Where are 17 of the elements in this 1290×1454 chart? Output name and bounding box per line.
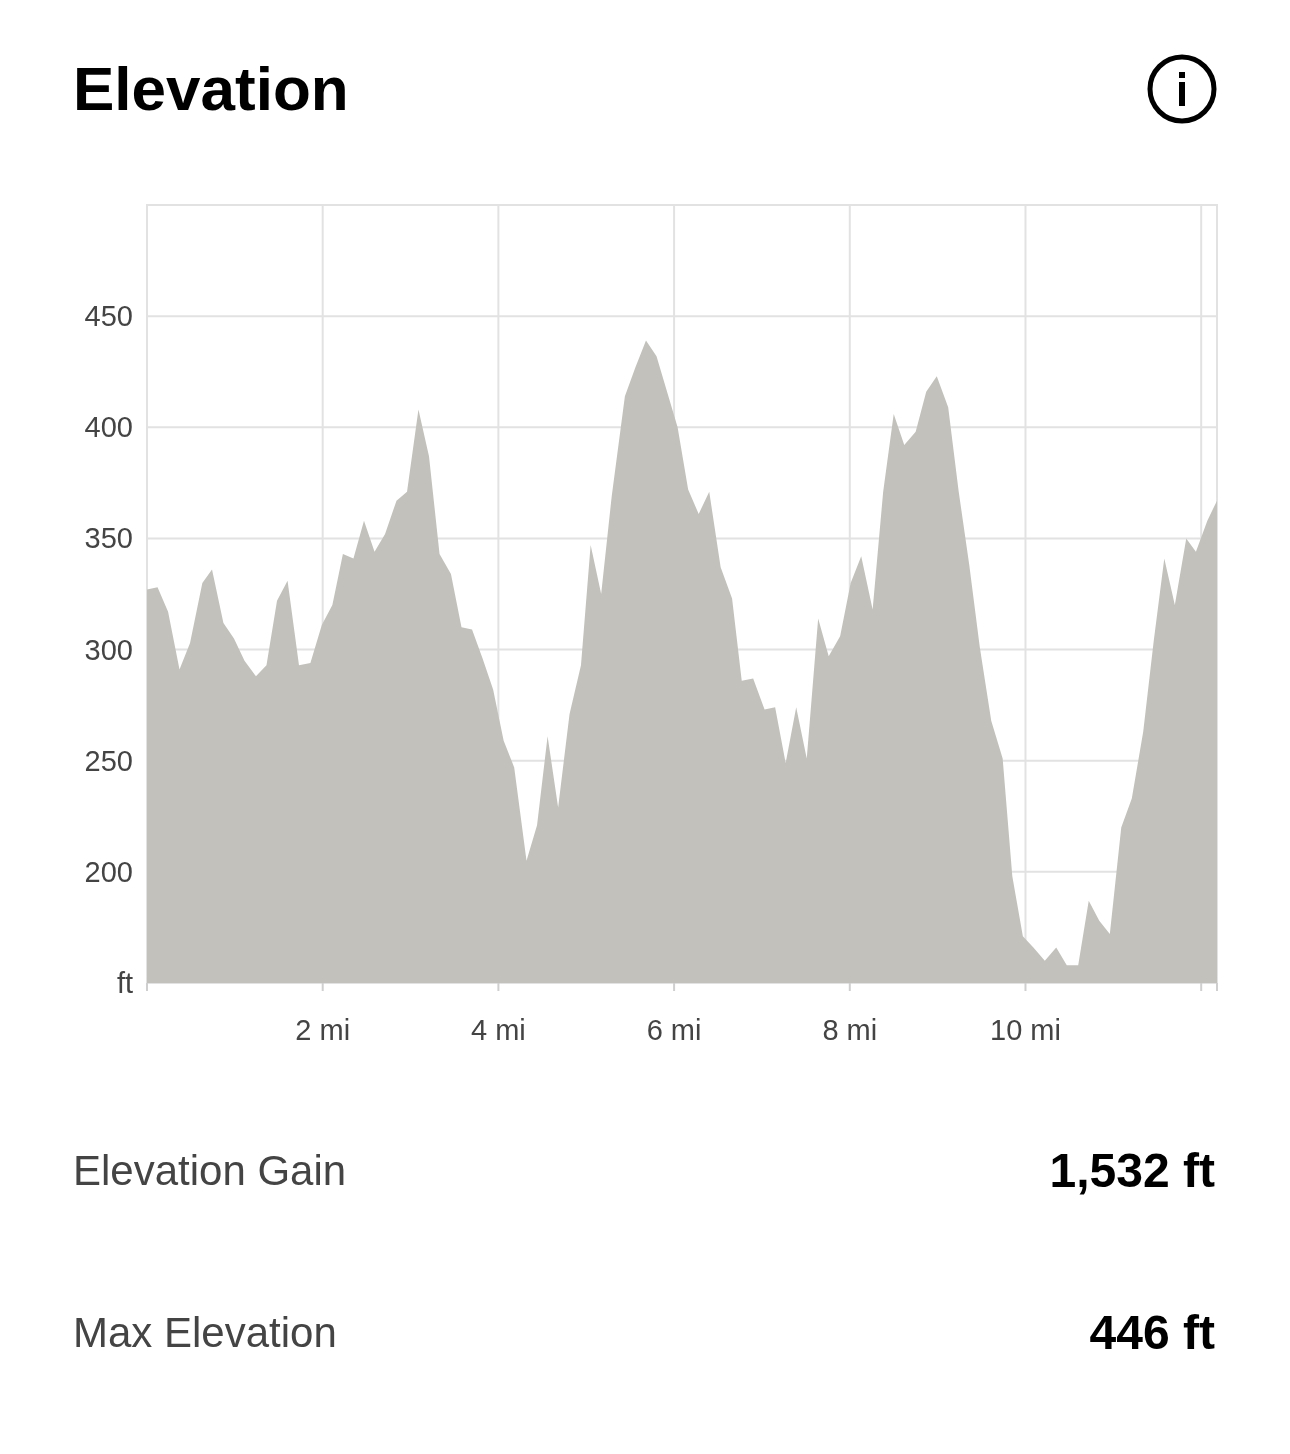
x-tick-label: 6 mi bbox=[646, 1014, 702, 1046]
y-tick-label: 400 bbox=[84, 411, 133, 444]
y-tick-label: 250 bbox=[84, 744, 133, 777]
y-tick-label: 350 bbox=[84, 522, 133, 555]
y-tick-label: 300 bbox=[84, 633, 133, 666]
x-tick-label: 8 mi bbox=[822, 1014, 878, 1046]
text: 446 ft bbox=[1089, 1306, 1216, 1359]
y-tick-label: 200 bbox=[84, 855, 133, 888]
text: Max Elevation bbox=[73, 1309, 337, 1356]
x-tick-label: 10 mi bbox=[990, 1014, 1061, 1046]
text: 1,532 ft bbox=[1049, 1144, 1216, 1197]
x-tick-label: 4 mi bbox=[471, 1014, 526, 1046]
text: Elevation Gain bbox=[73, 1147, 347, 1194]
y-tick-label: 450 bbox=[84, 300, 133, 333]
y-tick-label: ft bbox=[116, 967, 133, 999]
x-tick-label: 2 mi bbox=[295, 1014, 351, 1046]
chart-title: Elevation bbox=[73, 54, 349, 123]
